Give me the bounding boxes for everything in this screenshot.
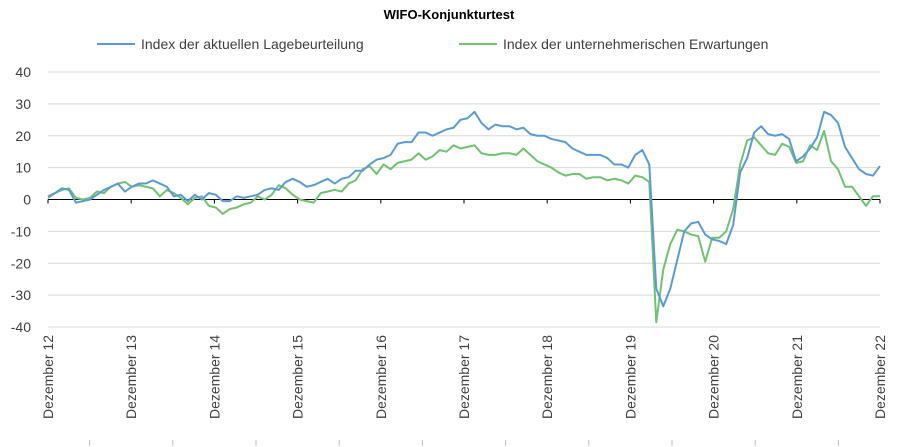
- legend: Index der aktuellen Lagebeurteilung Inde…: [0, 36, 898, 56]
- x-tick-label: Dezember 14: [206, 335, 222, 419]
- legend-item-erwartungen: Index der unternehmerischen Erwartungen: [459, 36, 768, 52]
- y-tick-label: 30: [15, 96, 31, 112]
- x-tick-label: Dezember 16: [373, 335, 389, 419]
- legend-line-erwartungen: [459, 43, 497, 45]
- y-tick-label: -10: [11, 223, 31, 239]
- y-tick-label: 40: [15, 64, 31, 80]
- y-tick-label: -40: [11, 319, 31, 335]
- y-tick-label: -20: [11, 255, 31, 271]
- x-tick-label: Dezember 15: [290, 335, 306, 419]
- y-axis: -40 -30 -20 -10 0 10 20 30 40: [11, 64, 31, 335]
- y-tick-label: 10: [15, 160, 31, 176]
- y-tick-label: 0: [23, 192, 31, 208]
- x-tick-label: Dezember 18: [539, 335, 555, 419]
- legend-line-lagebeurteilung: [97, 43, 135, 45]
- legend-label-erwartungen: Index der unternehmerischen Erwartungen: [503, 36, 769, 52]
- series-line-erwartungen: [47, 129, 880, 324]
- x-tick-label: Dezember 17: [456, 335, 472, 419]
- y-tick-label: 20: [15, 128, 31, 144]
- x-tick-label: Dezember 21: [789, 335, 805, 419]
- y-tick-label: -30: [11, 287, 31, 303]
- chart-title: WIFO-Konjunkturtest: [383, 7, 515, 22]
- x-tick-label: Dezember 13: [123, 335, 139, 419]
- x-tick-label: Dezember 12: [40, 335, 56, 419]
- x-tick-label: Dezember 22: [872, 335, 888, 419]
- series-lines: [47, 110, 881, 324]
- x-tick-label: Dezember 19: [622, 335, 638, 419]
- legend-label-lagebeurteilung: Index der aktuellen Lagebeurteilung: [141, 36, 364, 52]
- series-line-lagebeurteilung: [47, 110, 881, 308]
- x-tick-label: Dezember 20: [706, 335, 722, 419]
- x-axis: Dezember 12 Dezember 13 Dezember 14 Dezembe…: [40, 199, 888, 446]
- legend-item-lagebeurteilung: Index der aktuellen Lagebeurteilung: [97, 36, 364, 52]
